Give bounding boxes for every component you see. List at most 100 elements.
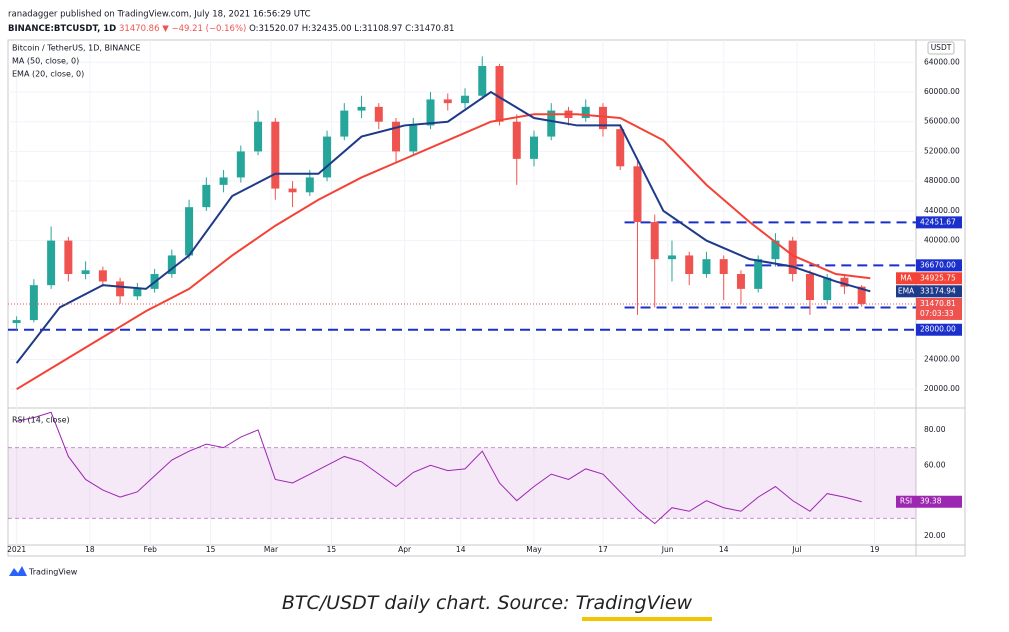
level-label: 36670.00 [920, 260, 956, 269]
currency-box [927, 41, 955, 55]
rsi-tick-label: 20.00 [924, 531, 946, 540]
x-tick-label: Apr [398, 545, 412, 554]
caption-text: BTC/USDT daily chart. Source: [282, 592, 576, 614]
candle-body [323, 136, 332, 178]
candle-body [547, 110, 556, 137]
candle-body [530, 136, 539, 159]
last-price: 31470.86 [119, 24, 160, 34]
rsi-tick-label: 80.00 [924, 425, 946, 434]
last-price-box [916, 297, 962, 320]
candle-body [409, 125, 418, 152]
candle-body [736, 274, 745, 289]
symbol: BINANCE:BTCUSDT, 1D [8, 24, 116, 34]
candle-body [374, 106, 383, 122]
x-tick-label: 18 [85, 545, 95, 554]
candle-body [857, 286, 866, 304]
series-last-tag-box [896, 272, 916, 285]
y-tick-label: 44000.00 [924, 206, 960, 215]
candle-body [512, 121, 521, 159]
candle-body [64, 240, 73, 275]
source-underline [582, 617, 712, 621]
candle-body [12, 320, 21, 324]
candle-body [771, 240, 780, 260]
candle-body [340, 110, 349, 137]
series-line [16, 113, 871, 391]
rsi-last-tag-box [896, 495, 916, 508]
candle-body [478, 66, 487, 96]
x-tick-label: May [526, 545, 542, 554]
candle-body [236, 151, 245, 178]
candle-body [805, 274, 814, 301]
candle-body [650, 222, 659, 260]
y-tick-label: 20000.00 [924, 384, 960, 393]
x-tick-label: 17 [598, 545, 608, 554]
level-label-box [916, 259, 962, 272]
x-tick-label: 19 [870, 545, 880, 554]
x-tick-label: Mar [264, 545, 279, 554]
rsi-last-box [916, 495, 962, 508]
rsi-last: 39.38 [920, 497, 942, 506]
logo [9, 566, 27, 576]
candle-body [754, 259, 763, 289]
candle-body [685, 255, 694, 275]
candle-body [392, 121, 401, 152]
candle-body [98, 270, 107, 282]
candle-body [116, 281, 125, 297]
series-last: 33174.94 [920, 286, 956, 295]
candle-body [598, 106, 607, 130]
x-tick-label: 14 [719, 545, 729, 554]
currency: USDT [931, 43, 952, 52]
level-label-box [916, 323, 962, 336]
candle-body [719, 259, 728, 275]
x-tick-label: 15 [327, 545, 337, 554]
candle-body [840, 277, 849, 287]
level-label-box [916, 216, 962, 229]
candle-body [495, 66, 504, 122]
candle-body [47, 240, 56, 286]
series-last-tag: EMA [898, 286, 915, 295]
rsi-title: RSI (14, close) [12, 416, 70, 425]
y-tick-label: 60000.00 [924, 87, 960, 96]
candle-body [667, 255, 676, 260]
candle-body [288, 188, 297, 193]
series-last-tag-box [896, 285, 916, 298]
candle-body [202, 184, 211, 208]
series-line [15, 90, 871, 364]
publisher: ranadagger published on TradingView.com,… [8, 10, 311, 20]
candle-body [702, 259, 711, 275]
candle-body [461, 95, 470, 104]
legend-ema: EMA (20, close, 0) [12, 70, 84, 79]
ohlc: O:31520.07 H:32435.00 L:31108.97 C:31470… [249, 24, 454, 34]
candle-body [29, 285, 38, 321]
x-tick-label: Feb [144, 545, 158, 554]
candle-body [271, 121, 280, 189]
plot: 2021 18 Feb 15 Mar 15 Apr 14 May 17 Jun 14 Jul 19 2000… [7, 40, 962, 554]
chart-title: Bitcoin / TetherUS, 1D, BINANCE [12, 44, 140, 53]
level-label: 42451.67 [920, 217, 956, 226]
x-tick-label: 2021 [7, 545, 26, 554]
series-last-box [916, 285, 962, 298]
candle-body [616, 129, 625, 167]
candle-body [167, 255, 176, 275]
x-tick-label: 15 [206, 545, 216, 554]
series-last-tag: MA [900, 273, 912, 282]
caption-source[interactable]: TradingView [576, 592, 693, 614]
last-price-label: 31470.81 [920, 299, 956, 308]
y-tick-label: 48000.00 [924, 176, 960, 185]
y-tick-label: 24000.00 [924, 354, 960, 363]
y-tick-label: 64000.00 [924, 57, 960, 66]
level-label: 28000.00 [920, 325, 956, 334]
candle-body [426, 99, 435, 126]
candle-body [633, 166, 642, 223]
rsi-last-tag: RSI [900, 497, 912, 506]
candle-body [788, 240, 797, 275]
candle-body [254, 121, 263, 152]
chart-frame [7, 39, 966, 557]
candle-body [823, 277, 832, 301]
y-tick-label: 56000.00 [924, 117, 960, 126]
x-tick-label: Jul [791, 545, 801, 554]
caption: BTC/USDT daily chart. Source: TradingVie… [282, 592, 693, 614]
rsi-line [16, 411, 862, 525]
